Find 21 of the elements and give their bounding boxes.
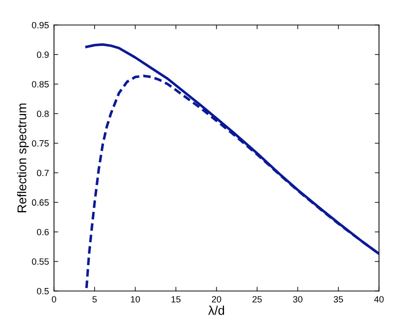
y-tick-label: 0.7 [36,170,49,176]
x-tick-label: 40 [374,296,384,302]
y-tick-label: 0.65 [32,199,49,206]
x-tick-label: 30 [293,296,302,302]
x-axis-title: λ/d [208,306,224,315]
y-tick-label: 0.55 [32,258,49,265]
y-tick-label: 0.85 [32,81,49,88]
y-tick-label: 0.6 [36,228,49,236]
x-tick-label: 20 [212,296,222,302]
x-tick-label: 0 [52,296,56,302]
x-tick-label: 25 [252,296,262,302]
y-tick-label: 0.5 [36,288,49,294]
x-tick-label: 10 [130,296,140,302]
y-tick-label: 0.9 [36,52,49,58]
x-tick-label: 15 [172,296,181,302]
x-tick-label: 5 [92,296,97,302]
y-tick-label: 0.8 [36,110,49,118]
x-tick-label: 35 [334,296,344,302]
y-axis-title: Reflection spectrum [17,104,29,212]
y-tick-label: 0.75 [32,140,49,147]
y-tick-label: 0.95 [32,22,49,28]
